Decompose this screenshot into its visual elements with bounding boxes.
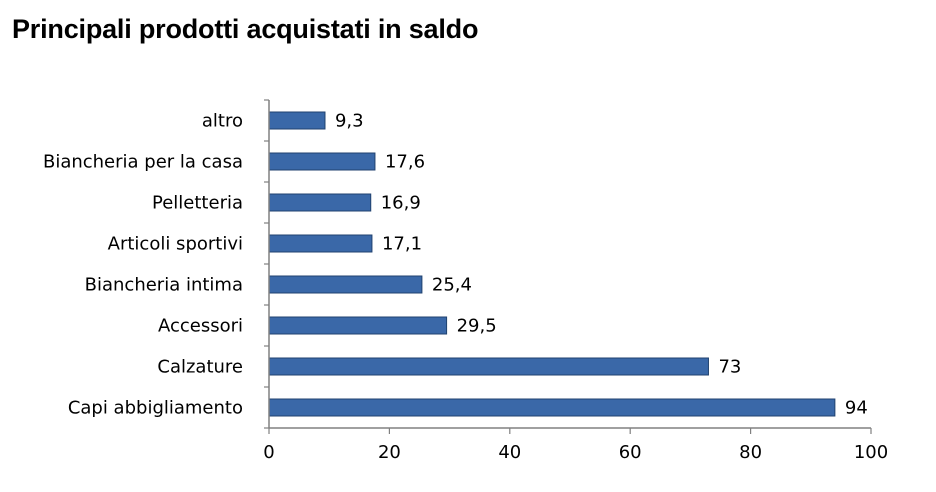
- category-label: Articoli sportivi: [108, 234, 243, 255]
- x-tick-label: 80: [739, 442, 762, 463]
- category-label: Biancheria per la casa: [43, 152, 243, 173]
- x-tick-label: 60: [619, 442, 642, 463]
- bar: [268, 111, 326, 130]
- category-label: altro: [202, 111, 243, 132]
- category-label: Accessori: [158, 316, 243, 337]
- data-label: 94: [845, 398, 868, 419]
- data-label: 17,6: [385, 152, 425, 173]
- data-label: 17,1: [382, 234, 422, 255]
- x-tick-label: 100: [854, 442, 888, 463]
- data-label: 9,3: [335, 111, 364, 132]
- category-label: Capi abbigliamento: [68, 398, 243, 419]
- bar: [268, 357, 709, 376]
- x-tick-label: 20: [378, 442, 401, 463]
- axes: 0 20 40 60 80 100: [263, 99, 888, 463]
- bar: [268, 152, 376, 171]
- data-label: 16,9: [381, 193, 421, 214]
- x-tick-label: 40: [498, 442, 521, 463]
- category-label: Biancheria intima: [85, 275, 243, 296]
- chart-title: Principali prodotti acquistati in saldo: [12, 14, 479, 44]
- category-label: Calzature: [157, 357, 243, 378]
- category-labels: altro Biancheria per la casa Pelletteria Ar…: [43, 111, 243, 419]
- bar: [268, 234, 373, 253]
- category-label: Pelletteria: [152, 193, 243, 214]
- data-labels: 9,3 17,6 16,9 17,1 25,4 29,5 73 94: [335, 111, 868, 419]
- bar: [268, 398, 836, 417]
- bar: [268, 316, 448, 335]
- data-label: 73: [718, 357, 741, 378]
- bars-group: [268, 111, 836, 417]
- data-label: 29,5: [457, 316, 497, 337]
- bar: [268, 193, 372, 212]
- bar: [268, 275, 423, 294]
- x-tick-label: 0: [263, 442, 274, 463]
- data-label: 25,4: [432, 275, 472, 296]
